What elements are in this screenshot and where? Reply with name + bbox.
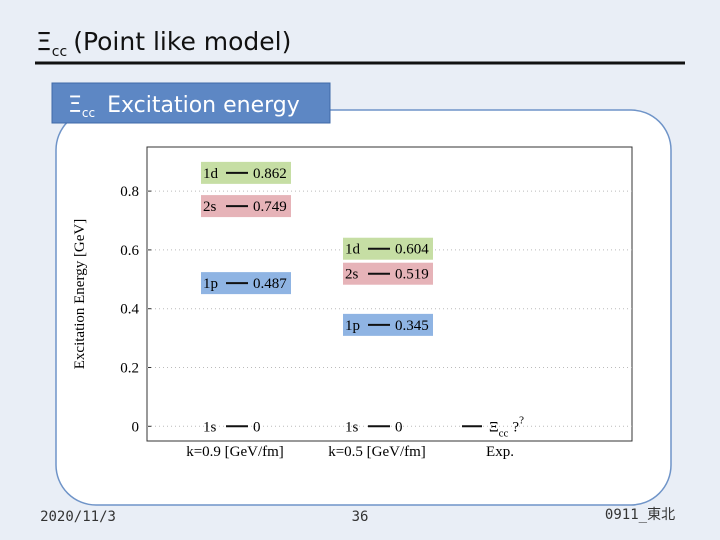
level-value: 0.519 — [395, 267, 429, 283]
level-value: 0 — [253, 419, 261, 435]
plot-frame — [146, 146, 633, 442]
level-symbol: Ξ — [489, 419, 499, 435]
level-subscript: cc — [499, 427, 509, 439]
x-tick-label: k=0.5 [GeV/fm] — [328, 444, 426, 460]
level-value: 0.749 — [253, 199, 287, 215]
title-symbol: Ξ — [36, 27, 52, 56]
y-tick-label: 0.8 — [120, 184, 139, 200]
box-subscript: cc — [82, 106, 95, 120]
footer: 0911_東北 — [605, 507, 675, 523]
level-state: 2s — [203, 199, 217, 215]
level-value: 0.862 — [253, 166, 287, 182]
level-state: 1d — [203, 166, 219, 182]
label-box-text: Ξcc Excitation energy — [68, 93, 300, 120]
level-value: 0.487 — [253, 276, 287, 292]
y-axis-label: Excitation Energy [GeV] — [72, 219, 88, 370]
box-text: Excitation energy — [107, 93, 300, 118]
date: 2020/11/3 — [40, 509, 116, 525]
page-number: 36 — [352, 509, 369, 525]
label-box — [51, 82, 331, 124]
level-state: 1p — [345, 318, 360, 334]
level-value: 0 — [395, 419, 403, 435]
level-label: Ξcc?? — [489, 414, 524, 439]
level-state: 2s — [345, 267, 359, 283]
level-state: 1p — [203, 276, 218, 292]
level-value: 0.604 — [395, 242, 429, 258]
title-text: (Point like model) — [73, 27, 291, 56]
y-tick-label: 0.4 — [120, 302, 139, 318]
level-value: 0.345 — [395, 318, 429, 334]
level-mark: ? — [512, 419, 519, 435]
level-state: 1d — [345, 242, 361, 258]
x-tick-label: k=0.9 [GeV/fm] — [186, 444, 284, 460]
level-state: 1s — [203, 419, 217, 435]
level-state: 1s — [345, 419, 359, 435]
level-superscript: ? — [519, 414, 524, 426]
x-tick-label: Exp. — [486, 444, 514, 460]
title-subscript: cc — [52, 44, 67, 60]
slide-title: Ξcc (Point like model) — [36, 27, 291, 60]
y-tick-label: 0.6 — [120, 243, 139, 259]
box-symbol: Ξ — [68, 93, 82, 118]
y-tick-label: 0 — [132, 419, 140, 435]
y-tick-label: 0.2 — [120, 361, 139, 377]
chart: Excitation Energy [GeV] 0 0.2 0.4 0.6 0.8 k=0… — [72, 146, 633, 460]
